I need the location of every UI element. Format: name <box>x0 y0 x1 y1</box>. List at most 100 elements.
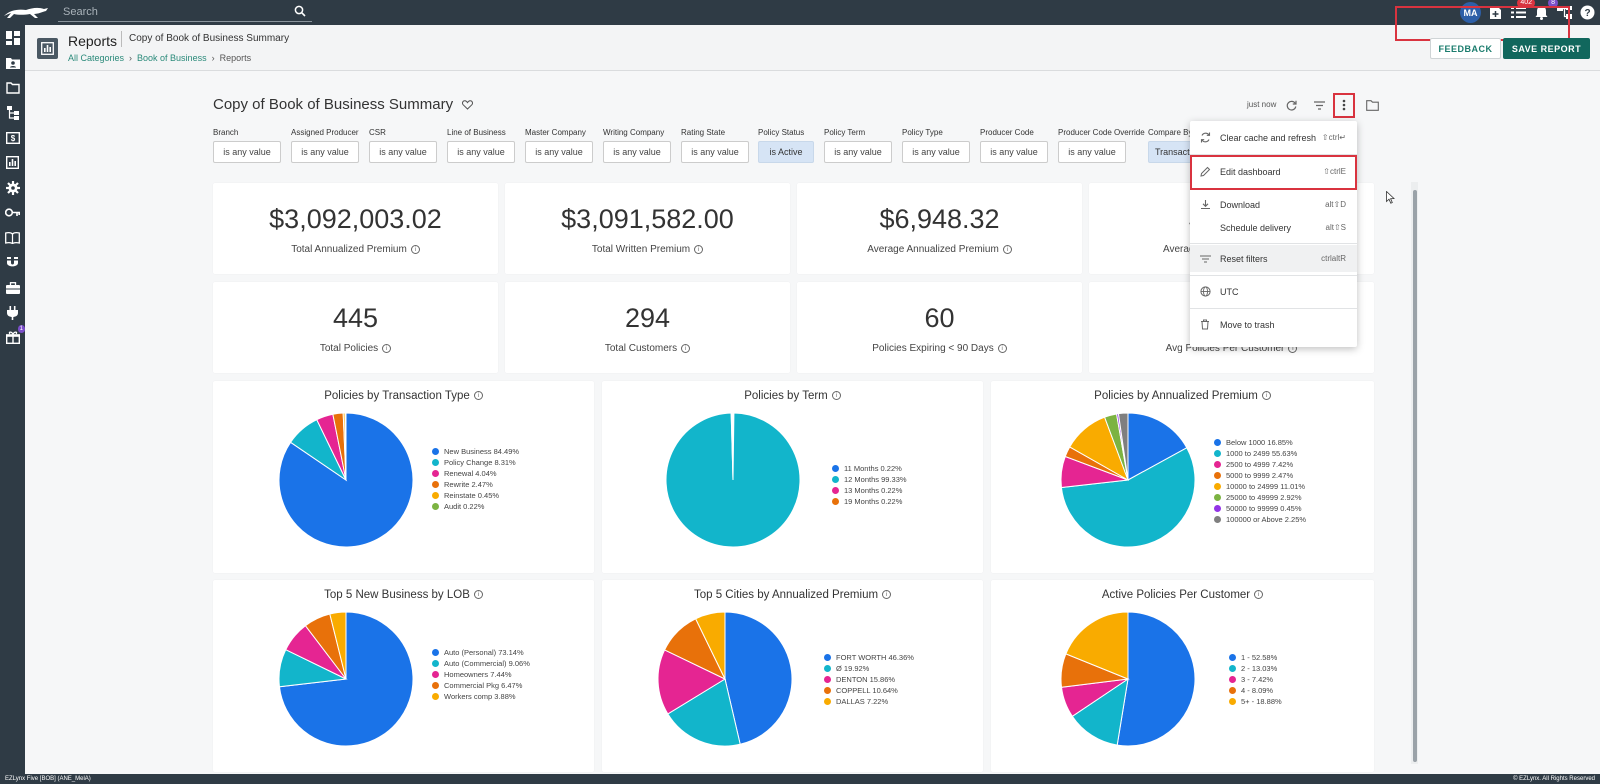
menu-item-move-to-trash[interactable]: Move to trash <box>1190 311 1357 338</box>
filter-icon[interactable] <box>1311 97 1327 113</box>
legend-item[interactable]: 13 Months 0.22% <box>832 485 942 496</box>
legend-item[interactable]: DENTON 15.86% <box>824 674 934 685</box>
tasks-icon[interactable]: 402 <box>1510 0 1535 21</box>
legend-item[interactable]: Commercial Pkg 6.47% <box>432 680 542 691</box>
pie-slice[interactable] <box>1116 611 1196 747</box>
legend-item[interactable]: Below 1000 16.85% <box>1214 437 1334 448</box>
legend-item[interactable]: Renewal 4.04% <box>432 468 542 479</box>
legend-item[interactable]: 1 - 52.58% <box>1229 652 1339 663</box>
info-icon[interactable]: i <box>882 590 892 600</box>
folder-icon[interactable] <box>0 75 25 100</box>
pie-chart[interactable] <box>277 610 415 748</box>
legend-item[interactable]: Workers comp 3.88% <box>432 691 542 702</box>
legend-item[interactable]: 5+ - 18.88% <box>1229 696 1339 707</box>
folder-outline-icon[interactable] <box>1364 97 1380 113</box>
search-input[interactable]: Search <box>58 3 312 22</box>
info-icon[interactable]: i <box>410 244 420 254</box>
breadcrumb-all-categories[interactable]: All Categories <box>68 53 125 63</box>
legend-item[interactable]: FORT WORTH 46.36% <box>824 652 934 663</box>
pie-slice[interactable] <box>724 611 793 745</box>
pie-slice[interactable] <box>1071 677 1129 746</box>
pie-chart[interactable] <box>1059 411 1197 549</box>
billing-icon[interactable]: $ <box>0 125 25 150</box>
info-icon[interactable]: i <box>382 343 392 353</box>
filter-producer-code[interactable]: is any value <box>980 141 1048 163</box>
menu-item-reset-filters[interactable]: Reset filters ctrlaltR <box>1190 245 1357 272</box>
org-chart-icon[interactable] <box>0 100 25 125</box>
filter-branch[interactable]: is any value <box>213 141 281 163</box>
legend-item[interactable]: 19 Months 0.22% <box>832 496 942 507</box>
info-icon[interactable]: i <box>997 343 1007 353</box>
pie-slice[interactable] <box>344 412 347 481</box>
help-icon[interactable]: ? <box>1579 4 1596 21</box>
reports-icon[interactable] <box>0 150 25 175</box>
pie-slice[interactable] <box>329 611 347 680</box>
pie-slice[interactable] <box>1060 447 1196 548</box>
scrollbar-thumb[interactable] <box>1413 190 1417 762</box>
pie-slice[interactable] <box>1127 412 1188 481</box>
pie-slice[interactable] <box>694 611 726 680</box>
legend-item[interactable]: Policy Change 8.31% <box>432 457 542 468</box>
menu-item-download[interactable]: Download alt⇧D <box>1190 191 1357 218</box>
info-icon[interactable]: i <box>473 391 483 401</box>
save-report-button[interactable]: SAVE REPORT <box>1503 38 1590 59</box>
info-icon[interactable]: i <box>473 590 483 600</box>
pie-slice[interactable] <box>657 649 727 715</box>
pie-slice[interactable] <box>1065 611 1129 680</box>
pie-chart[interactable] <box>1059 610 1197 748</box>
favorite-heart-icon[interactable] <box>462 97 473 115</box>
legend-item[interactable]: Audit 0.22% <box>432 501 542 512</box>
pie-slice[interactable] <box>278 412 414 548</box>
dashboard-icon[interactable] <box>0 25 25 50</box>
legend-item[interactable]: 4 - 8.09% <box>1229 685 1339 696</box>
legend-item[interactable]: 1000 to 2499 55.63% <box>1214 448 1334 459</box>
info-icon[interactable]: i <box>694 244 704 254</box>
settings-gear-icon[interactable] <box>0 175 25 200</box>
filter-line-of-business[interactable]: is any value <box>447 141 515 163</box>
filter-rating-state[interactable]: is any value <box>681 141 749 163</box>
pie-chart[interactable] <box>656 610 794 748</box>
info-icon[interactable]: i <box>1261 391 1271 401</box>
menu-item-clear-cache[interactable]: Clear cache and refresh ⇧ctrl↵ <box>1190 124 1357 151</box>
filter-assigned-producer[interactable]: is any value <box>291 141 359 163</box>
info-icon[interactable]: i <box>681 343 691 353</box>
plug-icon[interactable] <box>0 300 25 325</box>
legend-item[interactable]: 5000 to 9999 2.47% <box>1214 470 1334 481</box>
legend-item[interactable]: 10000 to 24999 11.01% <box>1214 481 1334 492</box>
info-icon[interactable]: i <box>831 391 841 401</box>
menu-item-edit-dashboard[interactable]: Edit dashboard ⇧ctrlE <box>1190 158 1357 185</box>
filter-master-company[interactable]: is any value <box>525 141 593 163</box>
menu-item-utc[interactable]: UTC <box>1190 278 1357 305</box>
ezlynx-logo-icon[interactable] <box>0 0 52 25</box>
legend-item[interactable]: 2 - 13.03% <box>1229 663 1339 674</box>
new-document-icon[interactable] <box>1487 4 1504 21</box>
legend-item[interactable]: 11 Months 0.22% <box>832 463 942 474</box>
legend-item[interactable]: 12 Months 99.33% <box>832 474 942 485</box>
search-icon[interactable] <box>294 5 306 20</box>
pie-chart[interactable] <box>277 411 415 549</box>
legend-item[interactable]: Reinstate 0.45% <box>432 490 542 501</box>
legend-item[interactable]: Auto (Commercial) 9.06% <box>432 658 542 669</box>
legend-item[interactable]: Homeowners 7.44% <box>432 669 542 680</box>
filter-policy-type[interactable]: is any value <box>902 141 970 163</box>
info-icon[interactable]: i <box>1002 244 1012 254</box>
refresh-icon[interactable] <box>1283 97 1299 113</box>
pie-slice[interactable] <box>1117 412 1129 481</box>
gift-icon[interactable]: 1 <box>0 325 25 350</box>
legend-item[interactable]: COPPELL 10.64% <box>824 685 934 696</box>
briefcase-icon[interactable] <box>0 275 25 300</box>
notifications-bell-icon[interactable]: 8 <box>1533 0 1558 21</box>
book-icon[interactable] <box>0 225 25 250</box>
legend-item[interactable]: 100000 or Above 2.25% <box>1214 514 1334 525</box>
breadcrumb-book-of-business[interactable]: Book of Business <box>137 53 207 63</box>
filter-producer-code-override[interactable]: is any value <box>1058 141 1126 163</box>
filter-policy-status[interactable]: is Active <box>758 141 814 163</box>
filter-csr[interactable]: is any value <box>369 141 437 163</box>
magnet-icon[interactable] <box>0 250 25 275</box>
pie-slice[interactable] <box>667 678 741 747</box>
contacts-icon[interactable] <box>0 50 25 75</box>
more-vertical-icon[interactable] <box>1336 97 1352 113</box>
feedback-button[interactable]: FEEDBACK <box>1430 38 1501 59</box>
legend-item[interactable]: Rewrite 2.47% <box>432 479 542 490</box>
legend-item[interactable]: 2500 to 4999 7.42% <box>1214 459 1334 470</box>
